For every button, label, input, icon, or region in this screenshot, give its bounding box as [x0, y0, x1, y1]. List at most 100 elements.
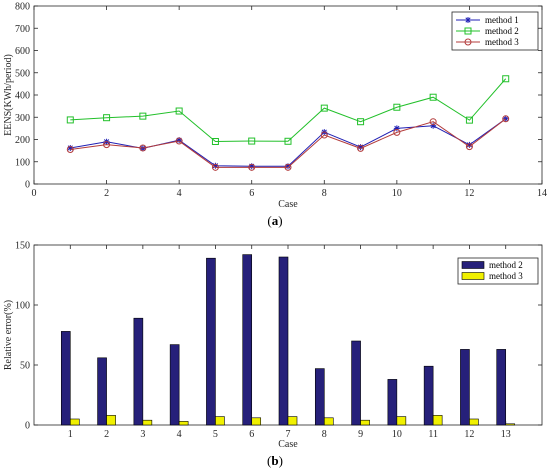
panel-a-data-point — [176, 137, 183, 144]
panel-a-y-tick-label: 500 — [15, 68, 30, 79]
panel-b-bar — [387, 379, 398, 426]
panel-b-bar — [505, 423, 516, 426]
panel-a-data-point — [285, 163, 291, 170]
panel-b-bar — [106, 415, 116, 426]
panel-a-x-axis-label: Case — [278, 199, 298, 210]
panel-a-series-line — [70, 78, 507, 143]
panel-a-data-point — [430, 122, 437, 129]
panel-b-y-tick-label: 50 — [20, 361, 30, 372]
panel-b-bar — [97, 357, 107, 426]
panel-a-data-point — [248, 163, 255, 170]
panel-a-data-point — [429, 118, 437, 126]
panel-a-data-point — [393, 128, 401, 136]
panel-a-line-chart: 0 100 200 300 400 500 600 700 800 0 2 4 6 8 10 12 14 me… — [3, 2, 547, 229]
panel-a-x-tick-label: 0 — [32, 188, 37, 199]
panel-b-x-tick-label: 2 — [104, 429, 109, 440]
panel-b-y-tick-label: 100 — [15, 301, 30, 312]
panel-b-legend-swatch — [461, 261, 485, 269]
panel-a-data-point — [248, 163, 256, 171]
panel-b-bar — [178, 421, 189, 426]
panel-b-bar — [460, 349, 470, 426]
panel-a-x-tick-label: 4 — [177, 188, 182, 199]
panel-b-series-2 — [69, 415, 516, 426]
panel-b-y-tick-label: 150 — [15, 241, 30, 252]
panel-a-y-axis: 0 100 200 300 400 500 600 700 800 — [15, 2, 542, 191]
panel-a-data-point — [248, 137, 256, 145]
panel-a-data-point — [103, 114, 111, 122]
panel-b-bar — [287, 416, 298, 426]
panel-a-legend-marker — [465, 17, 471, 23]
panel-b-y-tick-label: 0 — [25, 421, 30, 432]
panel-b-legend-label: method 3 — [489, 271, 523, 281]
panel-b-x-tick-label: 1 — [68, 429, 73, 440]
panel-b-x-tick-label: 12 — [464, 429, 474, 440]
panel-b-bar — [469, 418, 479, 426]
panel-b-bar — [314, 368, 325, 426]
panel-a-x-tick-label: 14 — [537, 188, 547, 199]
panel-b-x-tick-label: 6 — [249, 429, 254, 440]
panel-b-x-tick-label: 7 — [286, 429, 291, 440]
panel-b-x-tick-label: 8 — [322, 429, 327, 440]
panel-a-y-tick-label: 400 — [15, 91, 30, 102]
panel-a-data-point — [357, 118, 365, 126]
panel-b-bar — [169, 344, 180, 426]
panel-a-y-tick-label: 800 — [15, 2, 30, 13]
panel-b-x-tick-label: 5 — [213, 429, 218, 440]
panel-b-bar — [206, 257, 216, 426]
panel-a-data-point — [429, 93, 437, 101]
panel-b-bar — [496, 349, 507, 426]
panel-a-y-tick-label: 300 — [15, 113, 30, 124]
panel-b-bar — [60, 331, 71, 426]
panel-a-data-point — [212, 162, 219, 169]
panel-a-data-point — [211, 138, 219, 146]
panel-b-legend-entry: method 2 — [461, 260, 523, 270]
panel-b-legend-label: method 2 — [489, 260, 523, 270]
panel-a-legend-marker — [464, 38, 472, 46]
panel-a-legend-label: method 3 — [485, 37, 519, 47]
panel-b-bar — [251, 417, 262, 426]
panel-b-series-1 — [60, 254, 507, 426]
panel-a-legend-marker — [464, 27, 472, 35]
panel-b-bars — [60, 254, 516, 426]
panel-b-bar — [69, 418, 80, 426]
panel-a-data-point — [466, 141, 473, 148]
panel-a-y-tick-label: 100 — [15, 157, 30, 168]
panel-a-data-point — [211, 163, 219, 171]
panel-b-bar — [360, 419, 370, 426]
panel-b-legend-entry: method 3 — [461, 271, 523, 281]
panel-a-x-tick-label: 12 — [464, 188, 474, 199]
panel-a-legend-entry: method 1 — [456, 15, 519, 25]
panel-a-x-axis: 0 2 4 6 8 10 12 14 — [32, 6, 547, 199]
panel-a-data-point — [139, 144, 147, 152]
panel-b-bar — [278, 256, 289, 426]
panel-b-label: (b) — [267, 453, 283, 468]
panel-a-legend-entry: method 2 — [456, 26, 519, 36]
panel-b-x-tick-label: 4 — [177, 429, 182, 440]
panel-a-x-tick-label: 10 — [392, 188, 402, 199]
panel-b-x-tick-label: 10 — [392, 429, 402, 440]
panel-a-y-tick-label: 0 — [25, 180, 30, 191]
panel-b-bar — [423, 365, 434, 426]
panel-a-legend-label: method 1 — [485, 15, 519, 25]
panel-a-data-point — [320, 104, 328, 112]
panel-a-series — [66, 75, 510, 171]
panel-a-data-point — [284, 137, 292, 145]
panel-a-data-point — [465, 143, 473, 151]
panel-b-x-tick-label: 11 — [428, 429, 438, 440]
panel-a-x-tick-label: 2 — [104, 188, 109, 199]
panel-b-y-axis-label: Relative error(%) — [3, 300, 14, 370]
panel-a-data-point — [502, 115, 510, 123]
panel-a-y-tick-label: 600 — [15, 46, 30, 57]
panel-a-data-point — [284, 163, 292, 171]
panel-a-series-3 — [66, 115, 510, 171]
panel-a-data-point — [393, 103, 401, 111]
panel-b-bar — [142, 419, 153, 426]
panel-b-bar — [323, 417, 334, 426]
panel-a-data-point — [139, 112, 147, 120]
panel-a-y-tick-label: 200 — [15, 135, 30, 146]
panel-b-bar — [396, 416, 407, 426]
panel-a-y-axis-label: EENS(KWh/period) — [3, 54, 14, 136]
panel-a-series-2 — [66, 75, 510, 146]
